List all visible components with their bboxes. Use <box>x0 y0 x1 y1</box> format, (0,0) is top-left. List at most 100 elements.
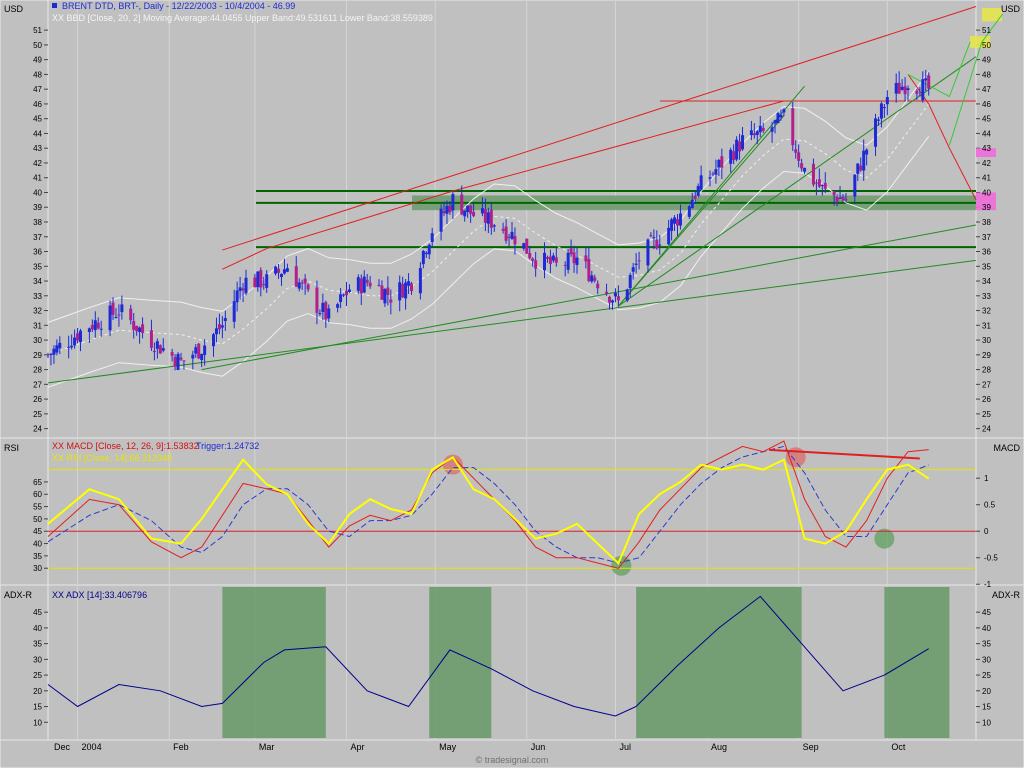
candle-body <box>832 191 836 196</box>
candle-body <box>900 86 904 90</box>
adx-y-tick-label: 10 <box>982 718 991 727</box>
candle-body <box>339 294 343 302</box>
rsi-y-tick-label: 50 <box>33 515 42 524</box>
candle-body <box>277 268 281 273</box>
candle-body <box>667 227 671 245</box>
adx-ylabel-right: ADX-R <box>992 590 1021 600</box>
adx-y-tick-label: 15 <box>33 703 42 712</box>
candle-body <box>563 264 567 266</box>
price-y-tick-label: 36 <box>982 248 991 257</box>
candle-body <box>634 263 638 265</box>
x-tick-label: Jun <box>531 742 546 752</box>
candle-body <box>699 175 703 190</box>
candle-body <box>853 174 857 197</box>
candle-body <box>696 186 700 196</box>
x-tick-label: Mar <box>259 742 275 752</box>
candle-body <box>377 284 381 286</box>
candle-body <box>605 291 609 294</box>
candle-body <box>628 275 632 289</box>
candle-body <box>616 296 620 301</box>
price-y-tick-label: 29 <box>33 351 42 360</box>
candle-body <box>49 353 53 355</box>
candle-body <box>504 226 508 241</box>
adx-ylabel-left: ADX-R <box>4 590 33 600</box>
candle-body <box>235 290 239 303</box>
x-tick-label: Apr <box>350 742 364 752</box>
candle-body <box>693 195 697 200</box>
price-y-tick-label: 32 <box>982 307 991 316</box>
macd-y-tick-label: -0.5 <box>984 554 998 563</box>
candle-body <box>903 86 907 95</box>
candle-body <box>670 219 674 231</box>
candle-body <box>55 345 59 353</box>
candle-body <box>401 283 405 298</box>
candle-body <box>318 313 322 315</box>
adx-trend-shade <box>636 587 802 738</box>
candle-body <box>46 354 50 356</box>
candle-body <box>676 219 680 226</box>
adx-y-tick-label: 30 <box>982 655 991 664</box>
candle-body <box>152 350 156 353</box>
price-y-tick-label: 27 <box>982 380 991 389</box>
price-ylabel-right: USD <box>1001 4 1021 14</box>
adx-y-tick-label: 45 <box>982 608 991 617</box>
trigger-line <box>47 445 929 564</box>
candle-body <box>811 163 815 185</box>
candle-body <box>729 149 733 164</box>
candle-body <box>773 120 777 124</box>
candle-body <box>279 273 283 278</box>
candle-body <box>170 352 174 356</box>
candle-body <box>256 271 260 288</box>
candle-body <box>522 243 526 249</box>
macd-y-tick-label: 0.5 <box>984 501 996 510</box>
candle-body <box>918 95 922 97</box>
price-y-tick-label: 29 <box>982 351 991 360</box>
candle-body <box>214 328 218 335</box>
price-y-tick-label: 43 <box>982 144 991 153</box>
candle-body <box>135 325 139 332</box>
shading-layer <box>222 8 1002 738</box>
candle-body <box>835 196 839 203</box>
price-y-tick-label: 38 <box>33 218 42 227</box>
candle-body <box>73 337 77 346</box>
candle-body <box>625 289 629 301</box>
candle-body <box>761 127 765 131</box>
trend-line <box>222 248 267 270</box>
candle-body <box>191 354 195 359</box>
candle-body <box>608 296 612 303</box>
candle-body <box>442 210 446 214</box>
candle-body <box>232 301 236 322</box>
candle-body <box>770 127 774 132</box>
candle-body <box>711 173 715 175</box>
candle-body <box>161 348 165 351</box>
candle-body <box>915 90 919 94</box>
price-y-tick-label: 46 <box>982 100 991 109</box>
price-y-tick-label: 35 <box>33 262 42 271</box>
price-y-tick-label: 25 <box>33 410 42 419</box>
candle-body <box>380 285 384 300</box>
trend-line <box>47 259 977 384</box>
macd-y-tick-label: 0 <box>984 527 989 536</box>
candle-body <box>359 278 363 294</box>
price-y-tick-label: 45 <box>33 115 42 124</box>
candle-body <box>368 282 372 287</box>
candle-body <box>197 343 201 359</box>
price-y-tick-label: 48 <box>33 70 42 79</box>
price-y-tick-label: 50 <box>33 41 42 50</box>
candle-body <box>882 107 886 109</box>
adx-y-tick-label: 35 <box>33 640 42 649</box>
candle-body <box>755 131 759 135</box>
rsi-line <box>47 455 930 566</box>
rsi-y-tick-label: 40 <box>33 540 42 549</box>
candle-body <box>407 281 411 286</box>
candle-body <box>469 205 473 214</box>
candle-body <box>543 252 547 271</box>
price-y-tick-label: 49 <box>33 56 42 65</box>
candle-body <box>158 345 162 354</box>
price-y-tick-label: 31 <box>33 321 42 330</box>
candle-body <box>253 277 257 288</box>
price-y-tick-label: 44 <box>982 129 991 138</box>
price-y-tick-label: 33 <box>33 292 42 301</box>
candle-body <box>365 279 369 283</box>
candle-body <box>262 283 266 286</box>
